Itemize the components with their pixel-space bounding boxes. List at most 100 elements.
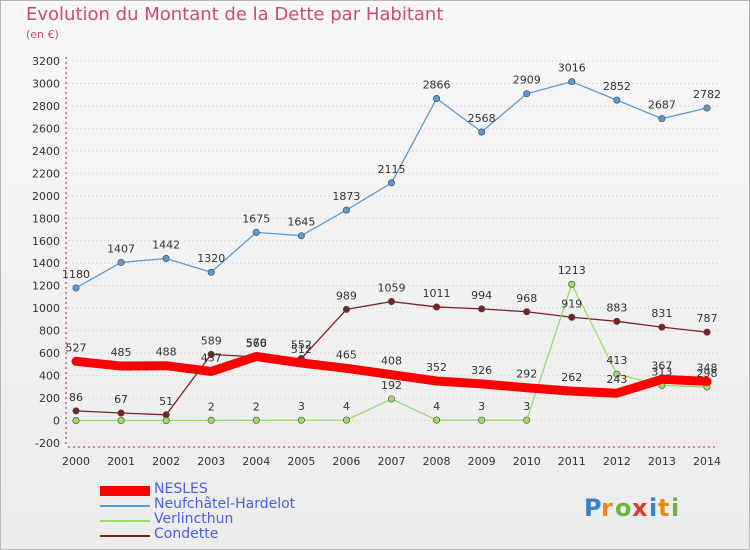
data-label: 352 (426, 361, 447, 374)
x-tick-label: 2010 (513, 455, 541, 468)
y-tick-label: 2000 (32, 190, 60, 203)
y-tick-label: -200 (35, 437, 60, 450)
svg-text:P: P (584, 494, 602, 522)
data-label: 192 (381, 379, 402, 392)
data-point (117, 417, 125, 425)
svg-text:x: x (632, 494, 648, 522)
data-point (523, 308, 531, 316)
data-label: 527 (66, 341, 87, 354)
data-point (297, 416, 305, 424)
x-tick-label: 2011 (558, 455, 586, 468)
data-label: 67 (114, 393, 128, 406)
data-label: 2909 (513, 74, 541, 87)
legend-swatch-neufchatel (100, 505, 150, 507)
y-tick-label: 2600 (32, 122, 60, 135)
y-tick-label: 1800 (32, 212, 60, 225)
y-tick-label: 2200 (32, 167, 60, 180)
x-tick-label: 2004 (242, 455, 270, 468)
data-label: 566 (246, 337, 267, 350)
data-label: 1873 (332, 190, 360, 203)
x-tick-label: 2006 (332, 455, 360, 468)
data-point (387, 179, 395, 187)
x-tick-label: 2012 (603, 455, 631, 468)
data-point (207, 416, 215, 424)
data-label: 831 (651, 307, 672, 320)
data-label: 2782 (693, 88, 721, 101)
data-point (342, 206, 350, 214)
data-label: 298 (697, 367, 718, 380)
data-label: 3 (523, 400, 530, 413)
data-point (162, 255, 170, 263)
data-point (117, 258, 125, 266)
data-label: 408 (381, 355, 402, 368)
data-label: 2866 (423, 79, 451, 92)
data-point (433, 303, 441, 311)
data-label: 989 (336, 289, 357, 302)
data-label: 919 (561, 297, 582, 310)
chart-subtitle: (en €) (26, 28, 59, 41)
y-tick-label: 600 (39, 347, 60, 360)
x-tick-label: 2014 (693, 455, 721, 468)
data-point (523, 90, 531, 98)
data-label: 2 (208, 400, 215, 413)
data-label: 1675 (242, 212, 270, 225)
y-tick-label: 1200 (32, 280, 60, 293)
data-point (478, 128, 486, 136)
data-point (342, 305, 350, 313)
data-label: 1442 (152, 239, 180, 252)
data-label: 883 (606, 301, 627, 314)
x-tick-label: 2001 (107, 455, 135, 468)
data-label: 994 (471, 289, 492, 302)
data-point (658, 323, 666, 331)
data-label: 3 (478, 400, 485, 413)
proxiti-logo: P r o x i t i (584, 494, 679, 522)
data-point (478, 416, 486, 424)
data-label: 313 (651, 365, 672, 378)
data-label: 787 (697, 312, 718, 325)
data-label: 4 (343, 400, 350, 413)
series-line-nesles (71, 351, 712, 398)
data-label: 552 (291, 339, 312, 352)
y-tick-label: 0 (53, 415, 60, 428)
data-point (387, 395, 395, 403)
data-label: 51 (159, 395, 173, 408)
data-point (703, 104, 711, 112)
data-label: 1645 (287, 216, 315, 229)
data-point (568, 78, 576, 86)
legend-label-nesles: NESLES (154, 481, 208, 497)
data-label: 589 (201, 334, 222, 347)
x-tick-label: 2005 (287, 455, 315, 468)
data-label: 262 (561, 371, 582, 384)
y-tick-label: 400 (39, 370, 60, 383)
data-label: 1320 (197, 252, 225, 265)
data-label: 512 (291, 343, 312, 356)
data-point (342, 416, 350, 424)
legend-label-neufchatel: Neufchâtel-Hardelot (154, 496, 296, 512)
svg-text:t: t (658, 494, 669, 522)
svg-text:i: i (671, 494, 679, 522)
data-label: 570 (246, 336, 267, 349)
legend-swatch-condette (100, 535, 150, 537)
data-point (433, 95, 441, 103)
data-label: 1213 (558, 264, 586, 277)
data-point (658, 115, 666, 123)
data-point (72, 284, 80, 292)
x-tick-label: 2008 (423, 455, 451, 468)
data-label: 348 (697, 361, 718, 374)
data-point (568, 280, 576, 288)
data-label: 413 (606, 354, 627, 367)
data-label: 292 (516, 368, 537, 381)
data-point (613, 96, 621, 104)
data-point (297, 232, 305, 240)
svg-text:i: i (649, 494, 657, 522)
data-point (72, 407, 80, 415)
data-point (387, 298, 395, 306)
data-point (613, 370, 621, 378)
data-label: 1407 (107, 242, 135, 255)
x-tick-label: 2002 (152, 455, 180, 468)
y-tick-label: 2400 (32, 145, 60, 158)
data-point (523, 416, 531, 424)
data-label: 3016 (558, 62, 586, 75)
data-point (252, 416, 260, 424)
